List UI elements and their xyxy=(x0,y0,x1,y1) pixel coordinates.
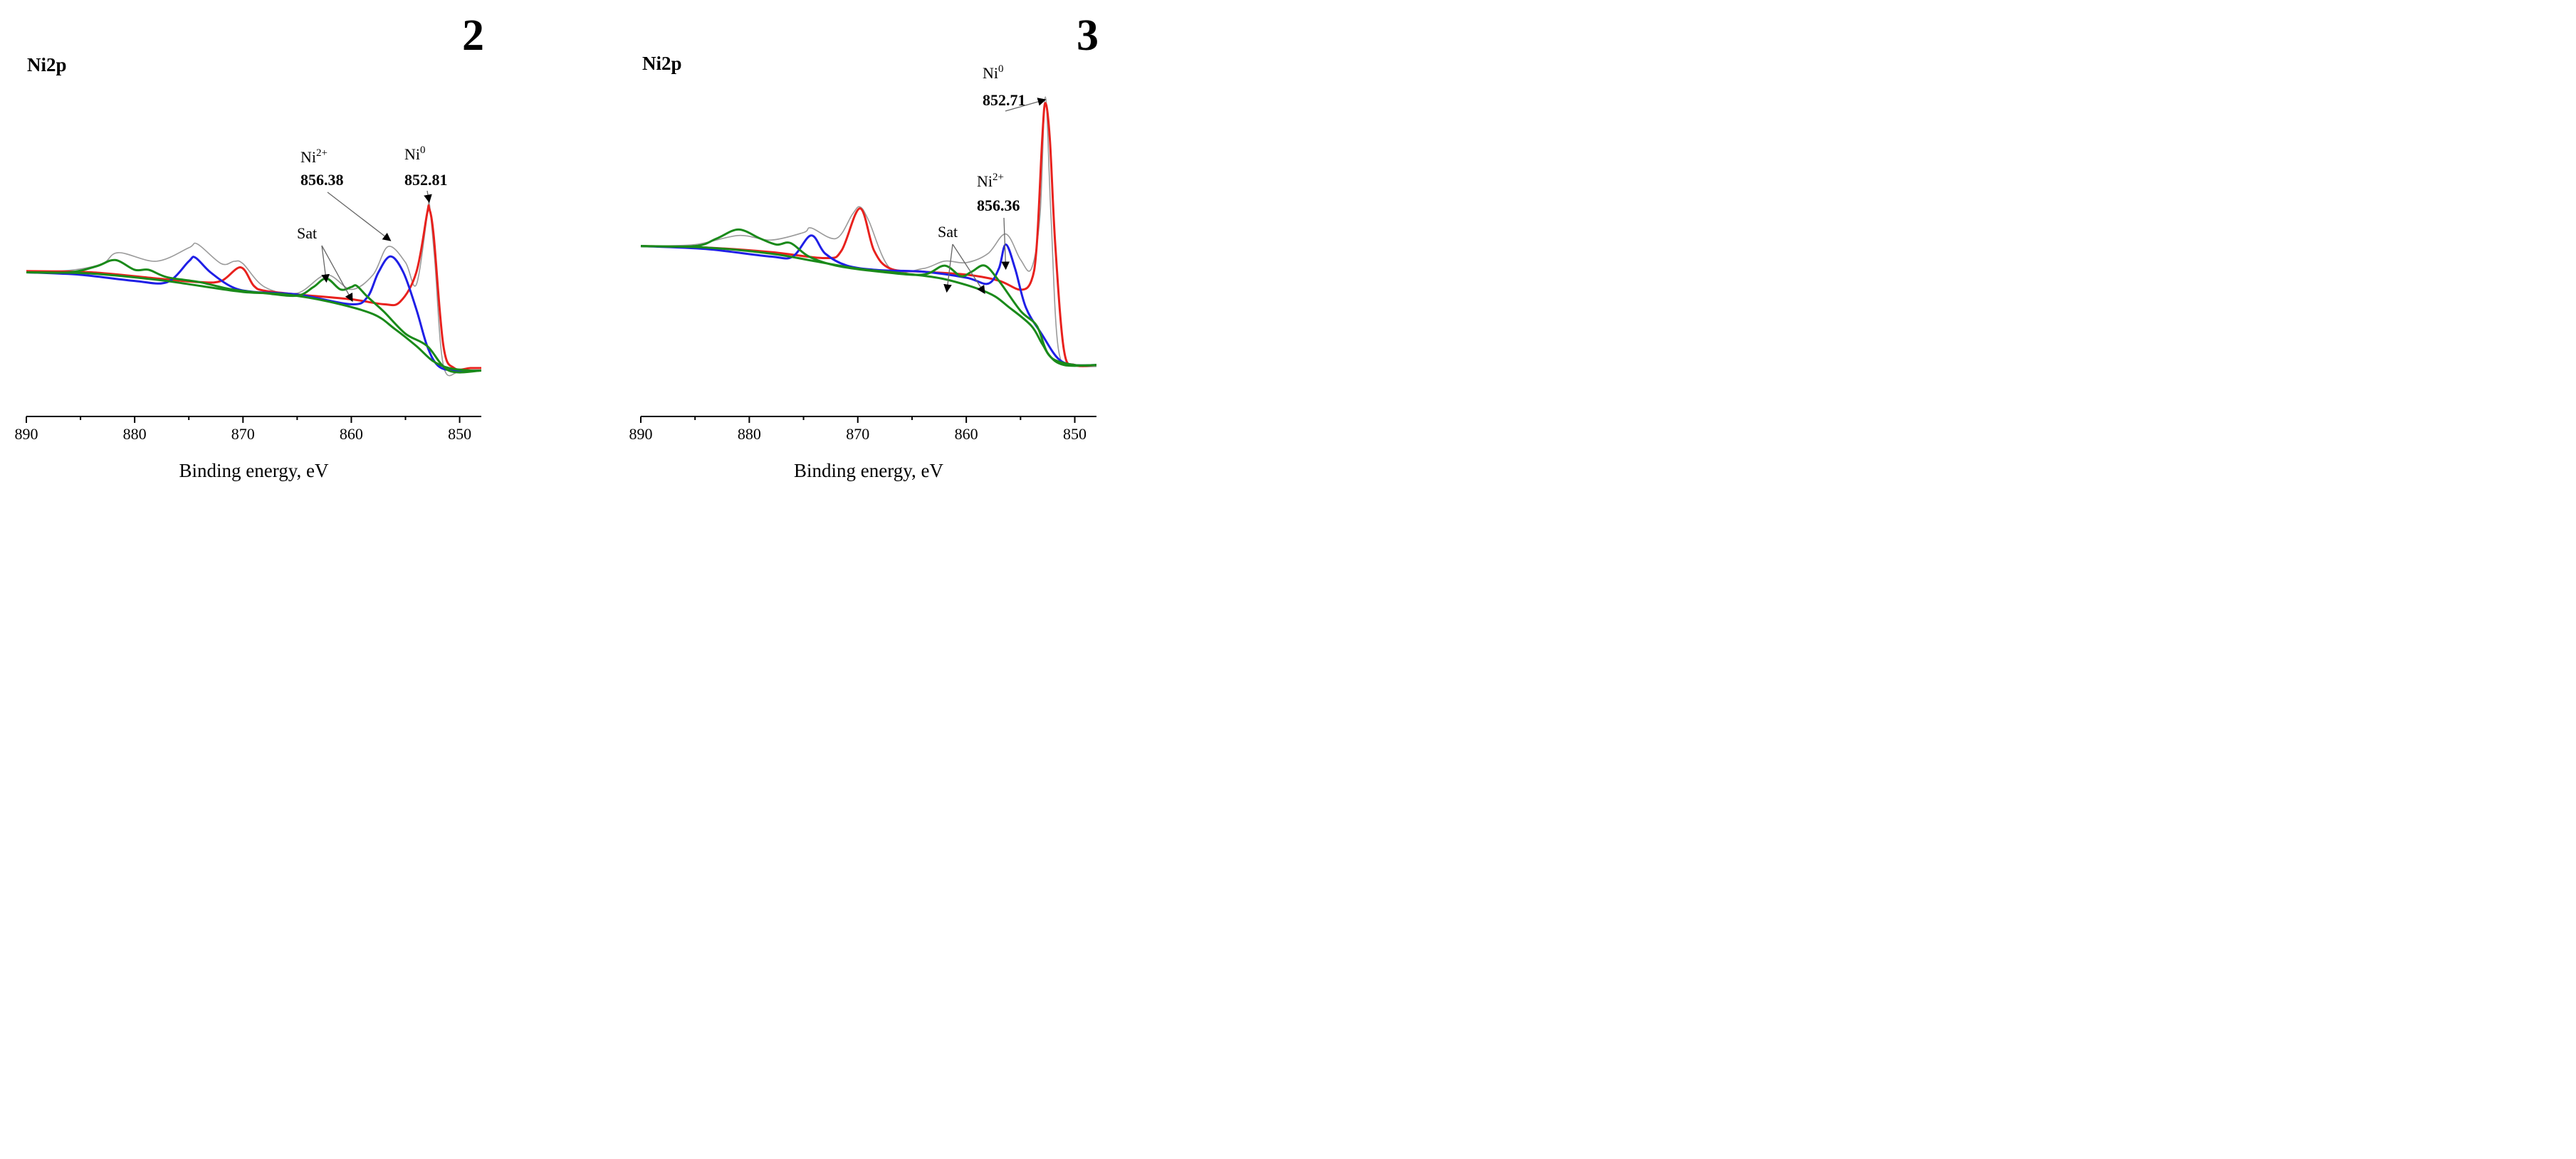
panel-number: 3 xyxy=(1077,11,1099,60)
x-tick-label: 880 xyxy=(123,425,147,443)
peak-species-label: Ni2+ xyxy=(977,172,1004,190)
panel-number: 2 xyxy=(462,11,484,60)
x-axis-label: Binding energy, eV xyxy=(794,460,943,481)
x-tick-label: 850 xyxy=(1063,425,1087,443)
element-label: Ni2p xyxy=(27,54,67,75)
element-label: Ni2p xyxy=(642,53,682,74)
series-satellite-components xyxy=(26,258,482,374)
x-tick-label: 890 xyxy=(15,425,38,443)
x-tick-label: 860 xyxy=(340,425,363,443)
chart-panel-3: 3 Ni2p 890 880 870 860 850 Binding energy, eV Ni… xyxy=(629,11,1099,481)
peak-species-label: Ni0 xyxy=(983,63,1004,82)
xps-figure: 2 Ni2p 890 880 870 860 850 Binding energy, eV Ni… xyxy=(15,11,1099,481)
x-tick-label: 850 xyxy=(448,425,471,443)
annotation-arrow xyxy=(943,243,953,293)
chart-panel-2: 2 Ni2p 890 880 870 860 850 Binding energy, eV Ni… xyxy=(15,11,485,481)
x-tick-label: 870 xyxy=(846,425,869,443)
series-background xyxy=(640,245,1097,367)
annotation-arrow xyxy=(424,190,432,204)
annotation-arrow xyxy=(327,192,392,241)
annotation-arrow xyxy=(1001,217,1010,271)
x-tick-label: 880 xyxy=(738,425,761,443)
annotation-arrow xyxy=(321,245,330,283)
series-measured xyxy=(26,199,482,377)
peak-energy-label: 856.36 xyxy=(977,196,1020,214)
peak-energy-label: 852.81 xyxy=(404,171,448,189)
sat-label: Sat xyxy=(938,223,958,241)
x-tick-label: 870 xyxy=(231,425,255,443)
series-ni2-component xyxy=(640,234,1097,367)
x-tick-label: 890 xyxy=(629,425,653,443)
x-axis-label: Binding energy, eV xyxy=(179,460,329,481)
series-ni0-component xyxy=(26,204,481,371)
series-background xyxy=(26,271,482,372)
annotation-arrow xyxy=(952,243,985,294)
series-ni0-component xyxy=(640,102,1097,367)
peak-species-label: Ni2+ xyxy=(300,147,328,166)
x-tick-label: 860 xyxy=(955,425,978,443)
peak-energy-label: 856.38 xyxy=(300,171,344,189)
peak-energy-label: 852.71 xyxy=(983,91,1026,109)
figure: 2 Ni2p 890 880 870 860 850 Binding energy, eV Ni… xyxy=(0,0,1116,505)
peak-species-label: Ni0 xyxy=(404,145,426,163)
annotation-arrow xyxy=(1005,98,1047,112)
sat-label: Sat xyxy=(297,224,317,242)
annotation-arrow xyxy=(321,245,353,303)
series-measured xyxy=(640,96,1097,367)
